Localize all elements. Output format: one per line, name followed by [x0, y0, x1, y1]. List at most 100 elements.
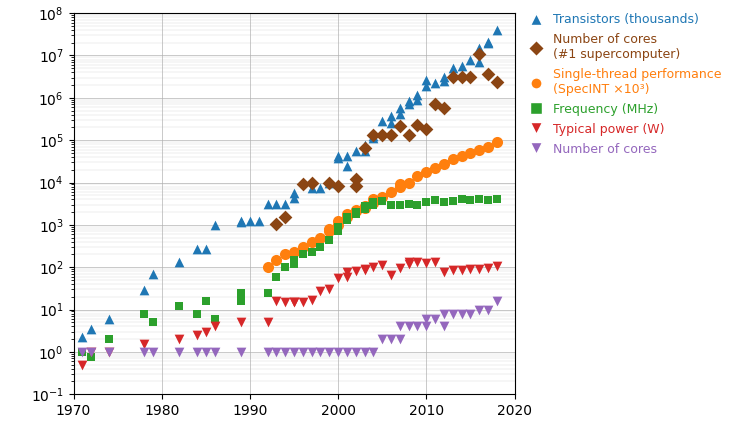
- Point: [306, 238, 318, 245]
- Point: [394, 183, 406, 190]
- Point: [200, 348, 212, 355]
- Point: [420, 323, 432, 330]
- Point: [262, 319, 273, 326]
- Point: [288, 256, 300, 263]
- Point: [270, 273, 282, 280]
- Point: [368, 348, 379, 355]
- Point: [288, 248, 300, 255]
- Point: [482, 306, 494, 313]
- Point: [376, 336, 388, 343]
- Point: [376, 194, 388, 201]
- Point: [191, 245, 203, 252]
- Point: [85, 325, 97, 332]
- Point: [368, 133, 379, 140]
- Point: [447, 310, 459, 317]
- Point: [288, 348, 300, 355]
- Point: [270, 348, 282, 355]
- Point: [297, 251, 309, 258]
- Point: [209, 348, 220, 355]
- Point: [447, 65, 459, 72]
- Point: [438, 323, 450, 330]
- Point: [394, 110, 406, 117]
- Point: [341, 269, 353, 276]
- Point: [306, 180, 318, 187]
- Point: [456, 196, 467, 203]
- Point: [420, 199, 432, 206]
- Point: [270, 201, 282, 208]
- Point: [420, 125, 432, 132]
- Point: [368, 201, 379, 208]
- Point: [323, 286, 335, 293]
- Point: [394, 336, 406, 343]
- Point: [306, 184, 318, 191]
- Point: [270, 221, 282, 228]
- Point: [420, 260, 432, 267]
- Point: [491, 27, 503, 34]
- Point: [297, 348, 309, 355]
- Point: [482, 265, 494, 272]
- Point: [359, 266, 370, 273]
- Point: [341, 216, 353, 223]
- Point: [350, 175, 362, 182]
- Point: [350, 211, 362, 218]
- Point: [420, 168, 432, 175]
- Point: [403, 323, 415, 330]
- Point: [76, 348, 88, 355]
- Point: [323, 348, 335, 355]
- Point: [376, 198, 388, 205]
- Point: [270, 297, 282, 304]
- Point: [412, 96, 423, 103]
- Point: [262, 201, 273, 208]
- Point: [465, 149, 476, 156]
- Point: [403, 132, 415, 139]
- Point: [85, 348, 97, 355]
- Point: [376, 261, 388, 268]
- Point: [456, 266, 467, 273]
- Point: [288, 299, 300, 306]
- Point: [403, 98, 415, 105]
- Point: [491, 138, 503, 145]
- Point: [438, 310, 450, 317]
- Point: [359, 141, 370, 148]
- Point: [191, 332, 203, 339]
- Point: [482, 197, 494, 204]
- Point: [235, 218, 247, 225]
- Point: [270, 256, 282, 263]
- Point: [447, 74, 459, 81]
- Point: [385, 132, 397, 139]
- Point: [447, 197, 459, 204]
- Point: [403, 260, 415, 267]
- Point: [288, 194, 300, 201]
- Point: [279, 251, 291, 258]
- Point: [244, 218, 256, 225]
- Point: [350, 208, 362, 215]
- Point: [209, 323, 220, 330]
- Point: [147, 319, 159, 326]
- Point: [279, 348, 291, 355]
- Point: [359, 202, 370, 209]
- Point: [473, 265, 485, 272]
- Point: [482, 40, 494, 47]
- Point: [138, 286, 150, 293]
- Point: [138, 310, 150, 317]
- Point: [332, 348, 344, 355]
- Point: [394, 323, 406, 330]
- Point: [473, 147, 485, 154]
- Point: [385, 201, 397, 208]
- Point: [147, 271, 159, 278]
- Point: [403, 101, 415, 108]
- Point: [315, 234, 326, 241]
- Point: [332, 223, 344, 230]
- Point: [491, 196, 503, 203]
- Point: [350, 148, 362, 155]
- Point: [332, 275, 344, 282]
- Point: [482, 71, 494, 78]
- Point: [385, 272, 397, 279]
- Point: [403, 179, 415, 186]
- Point: [473, 45, 485, 52]
- Point: [412, 122, 423, 129]
- Point: [368, 263, 379, 270]
- Point: [288, 299, 300, 306]
- Point: [465, 265, 476, 272]
- Point: [297, 244, 309, 251]
